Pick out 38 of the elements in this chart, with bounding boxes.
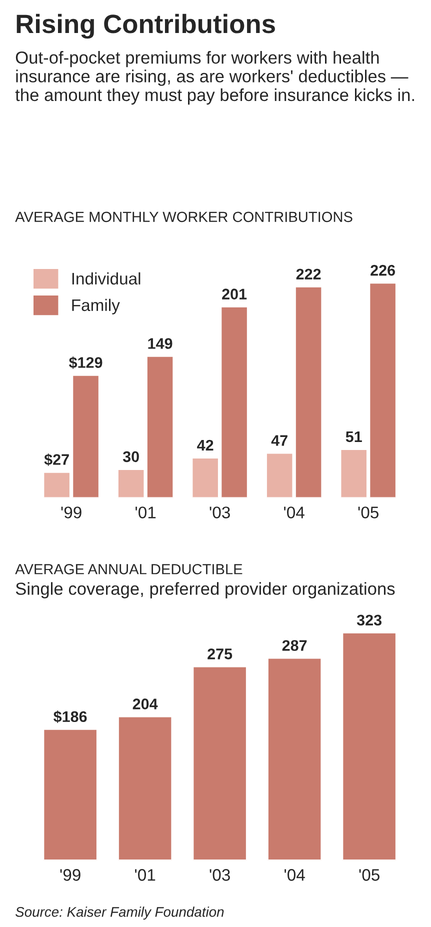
x-tick-label: '99 bbox=[60, 869, 80, 881]
chart-subtitle: Single coverage, preferred provider organizations bbox=[16, 582, 395, 598]
legend-label: Family bbox=[72, 298, 120, 314]
data-label: 30 bbox=[122, 451, 139, 462]
data-label: $129 bbox=[68, 356, 102, 369]
bar bbox=[42, 728, 98, 860]
x-tick-label: '05 bbox=[359, 869, 380, 881]
x-tick-label: '04 bbox=[284, 869, 305, 881]
data-label: 287 bbox=[282, 640, 307, 651]
bar bbox=[118, 716, 173, 860]
legend-label: Individual bbox=[72, 272, 140, 285]
data-label: 222 bbox=[296, 268, 321, 280]
x-tick-label: '05 bbox=[358, 506, 378, 518]
bar bbox=[192, 666, 248, 860]
source-note: Source: Kaiser Family Foundation bbox=[15, 906, 224, 920]
x-tick-label: '03 bbox=[210, 869, 230, 881]
data-label: 149 bbox=[148, 338, 172, 349]
chart-subtitle: Out-of-pocket premiums for workers with health insurance are rising, as are workers' deductibles — the amount they must pay before insurance kicks in. bbox=[15, 50, 414, 105]
x-tick-label: '01 bbox=[136, 506, 156, 518]
bar bbox=[267, 657, 322, 860]
x-tick-label: '04 bbox=[284, 506, 304, 518]
data-label: 42 bbox=[197, 440, 214, 451]
x-tick-label: '03 bbox=[210, 506, 230, 518]
bar bbox=[342, 632, 397, 860]
data-label: 323 bbox=[356, 614, 382, 626]
text: AVERAGE MONTHLY WORKER CONTRIBUTIONS bbox=[15, 212, 352, 222]
data-label: 201 bbox=[222, 288, 247, 300]
chart-title: Rising Contributions bbox=[16, 14, 275, 39]
chart-title: AVERAGE ANNUAL DEDUCTIBLE bbox=[15, 564, 242, 574]
data-label: 51 bbox=[346, 431, 362, 442]
x-tick-label: '01 bbox=[135, 869, 156, 881]
data-label: $27 bbox=[44, 453, 69, 466]
data-label: 226 bbox=[370, 264, 395, 276]
data-label: 275 bbox=[208, 648, 232, 660]
data-label: $186 bbox=[54, 710, 87, 724]
data-label: 47 bbox=[271, 435, 288, 446]
x-tick-label: '99 bbox=[61, 506, 82, 518]
data-label: 204 bbox=[132, 698, 158, 710]
